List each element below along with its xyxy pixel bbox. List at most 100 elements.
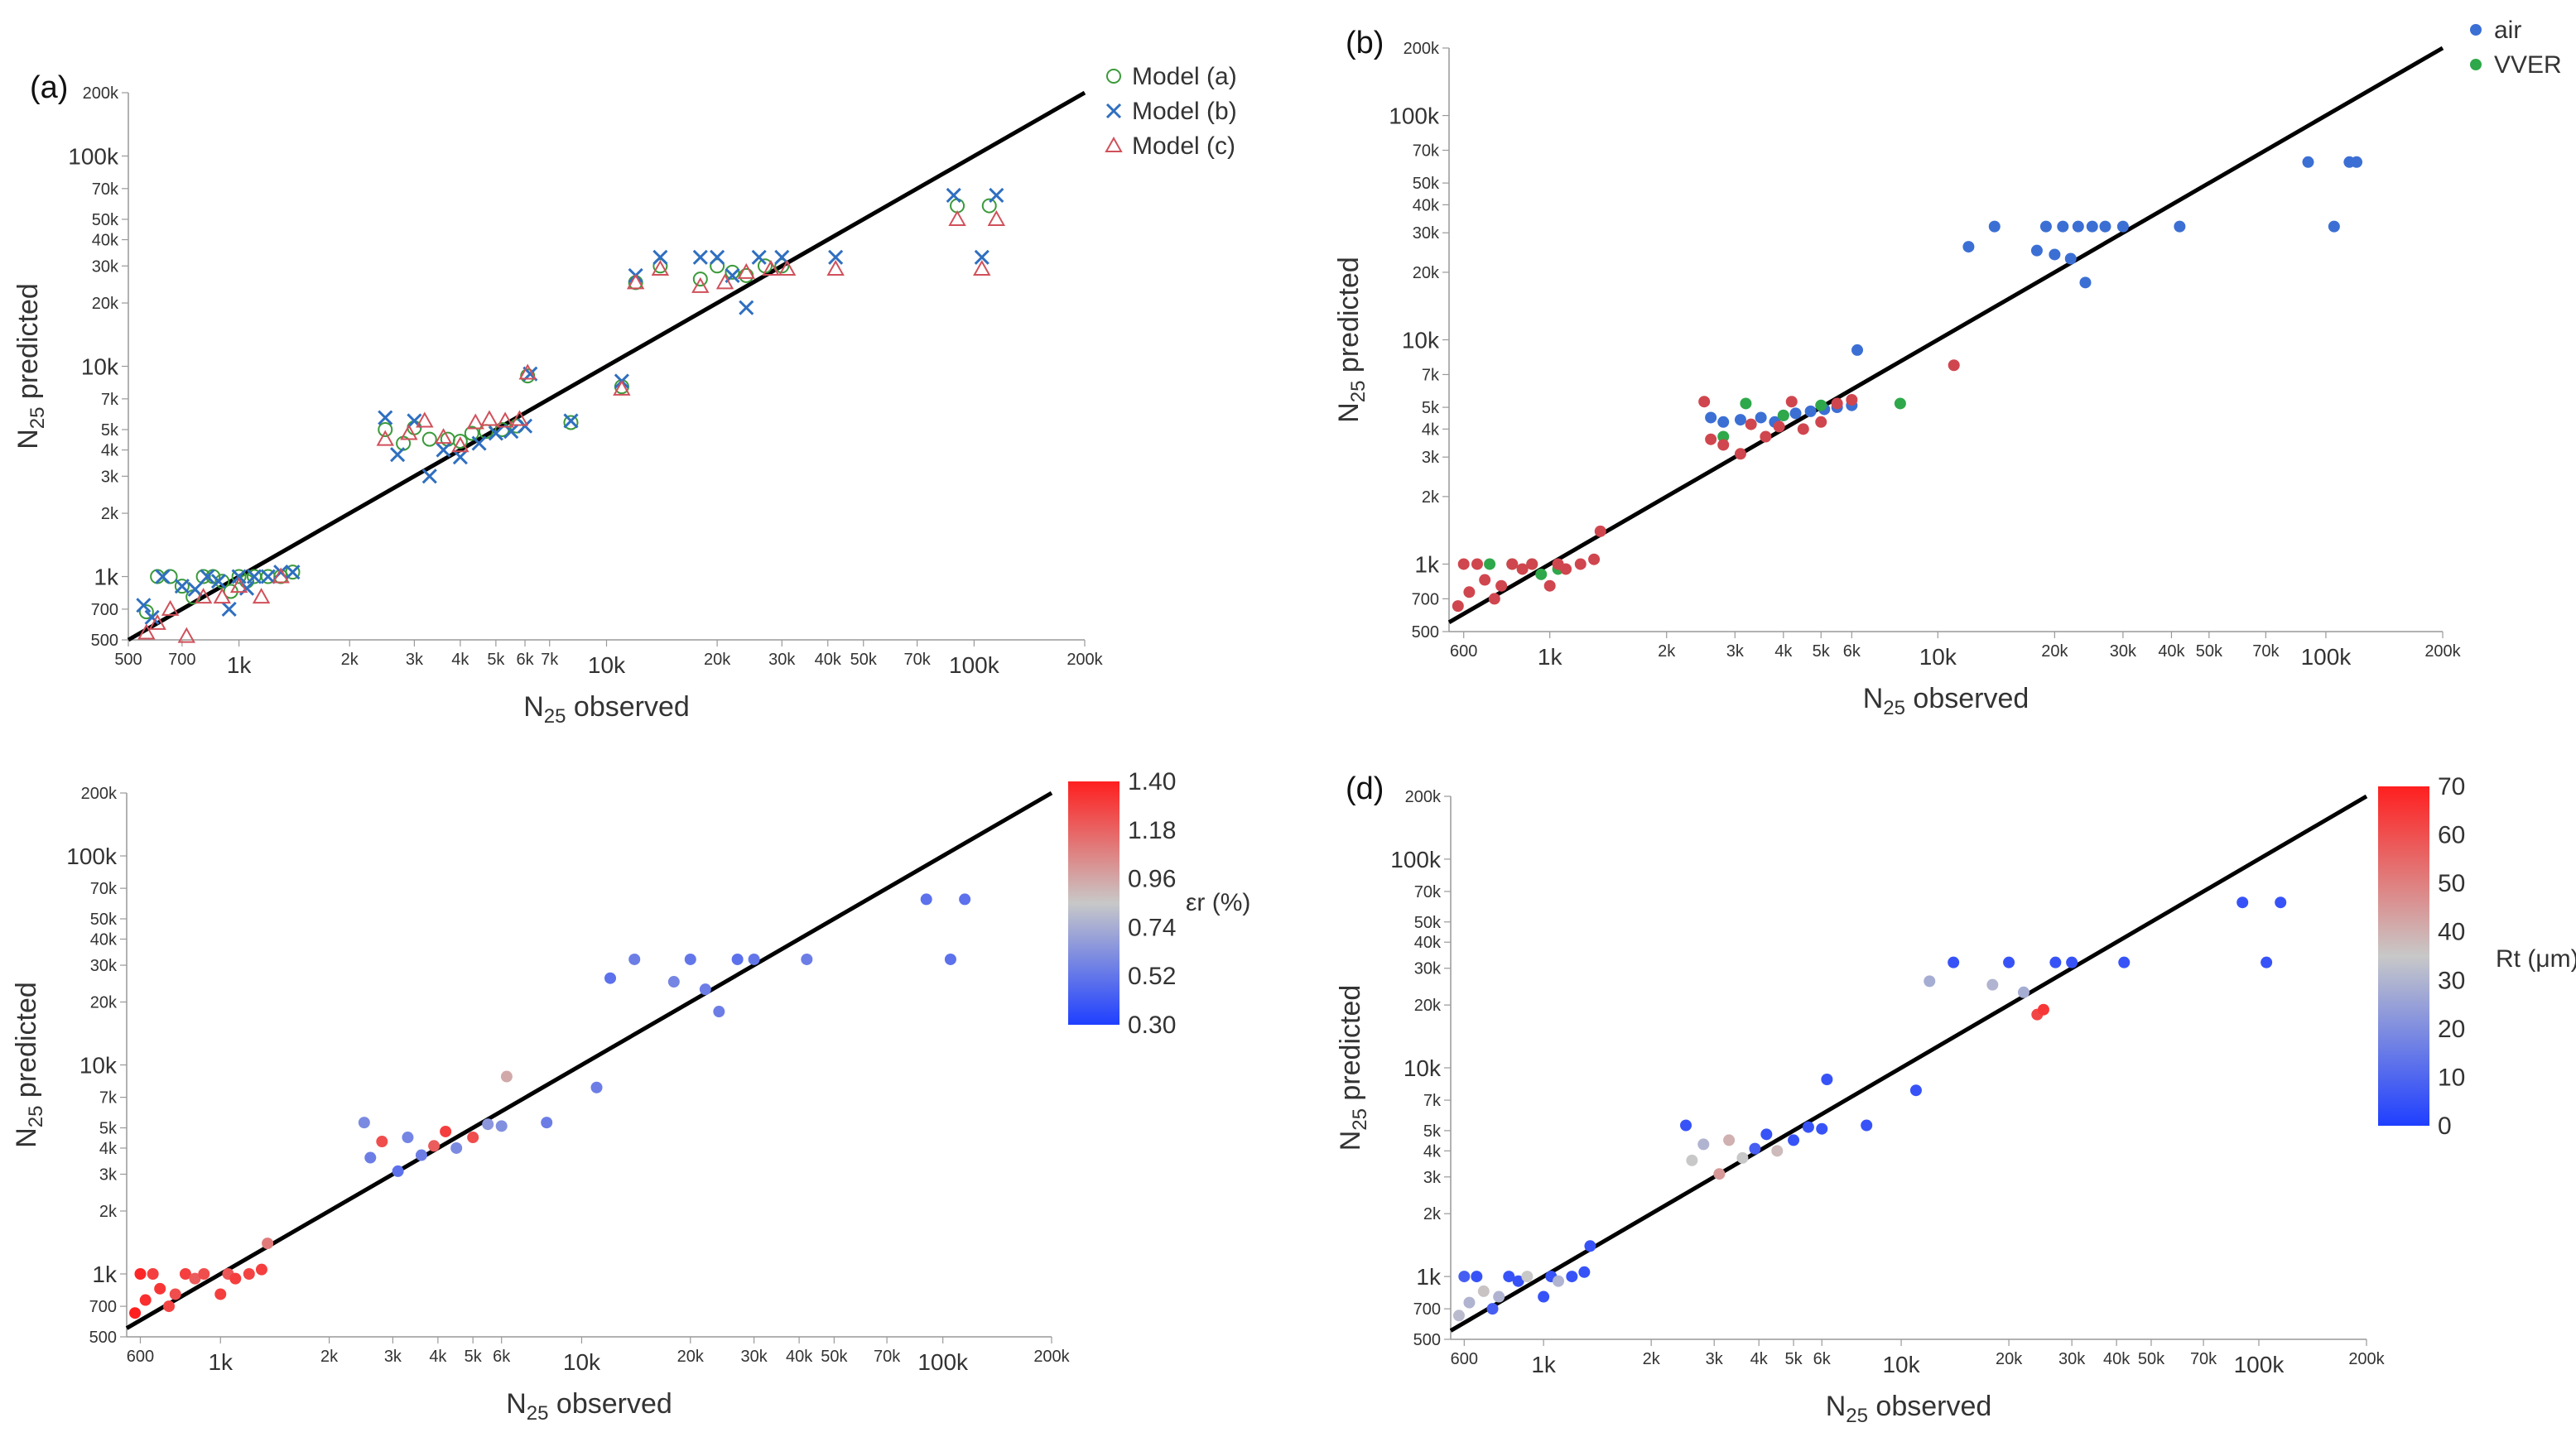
data-point-air (2030, 244, 2043, 257)
data-point (402, 1132, 414, 1144)
data-point-vver (1740, 397, 1752, 410)
y-tick-label: 100k (1389, 103, 1440, 129)
data-point-vver (1717, 430, 1730, 443)
data-point (1566, 1271, 1578, 1283)
colorbar-tick-label: 10 (2438, 1064, 2465, 1091)
data-point (500, 1070, 513, 1083)
data-point (1924, 975, 1936, 988)
panel-a: (a) 500 700 1k 2k 3k 4k 5k 6k 7k 10k 20k 30k 40k 50k 7… (12, 63, 1237, 728)
x-tick-label: 4k (429, 1348, 447, 1366)
data-point (1821, 1073, 1833, 1085)
data-point (1477, 1285, 1490, 1297)
data-point-model-b (187, 581, 203, 597)
data-point (667, 976, 680, 988)
data-point (134, 1267, 147, 1280)
data-point-other (1543, 579, 1556, 592)
data-point (179, 1267, 191, 1280)
data-point (1486, 1303, 1499, 1315)
data-point-other (1773, 421, 1785, 433)
data-point-model-a (231, 569, 247, 584)
data-point-air (2086, 220, 2098, 233)
y-tick-label: 40k (1414, 934, 1442, 952)
y-tick-label: 700 (89, 1298, 117, 1316)
data-point-model-a (285, 565, 301, 580)
data-point-model-a (138, 604, 154, 620)
data-point-other (1463, 586, 1476, 598)
data-point (147, 1267, 159, 1280)
x-axis-title-main: N (1826, 1391, 1847, 1422)
reference-line-y-equals-x (1449, 794, 2368, 1333)
x-tick-label: 5k (1813, 642, 1831, 661)
data-point (541, 1117, 553, 1129)
data-point-model-b (390, 447, 406, 463)
reference-line-y-equals-x (127, 90, 1086, 642)
data-point (1493, 1290, 1505, 1303)
data-point-model-b (221, 601, 237, 617)
data-point-air (2064, 252, 2077, 265)
colorbar-title: Rt (μm) (2496, 945, 2576, 973)
data-point-model-b (285, 565, 301, 580)
x-tick-label: 50k (2196, 642, 2223, 661)
data-point (1538, 1290, 1550, 1303)
colorbar (1068, 781, 1119, 1025)
data-point-model-c (762, 259, 780, 276)
data-point (2237, 896, 2249, 909)
data-point-other (1698, 396, 1711, 408)
y-tick-label: 5k (101, 421, 119, 440)
data-point (358, 1117, 370, 1129)
data-point-other (1479, 574, 1491, 586)
data-point-model-b (210, 574, 227, 589)
data-point-model-c (194, 588, 213, 604)
data-point-other (1705, 433, 1717, 445)
x-tick-label: 40k (2103, 1350, 2131, 1368)
data-point (684, 953, 696, 965)
data-point-model-a (652, 258, 668, 274)
data-point (467, 1132, 479, 1144)
x-axis-title-rest: observed (566, 691, 689, 723)
x-tick-label: 1k (208, 1349, 234, 1375)
data-point-model-c (778, 259, 797, 276)
data-point-air (2099, 220, 2111, 233)
data-point (1948, 956, 1960, 968)
data-point-model-c (451, 436, 469, 453)
data-point-model-c (434, 428, 453, 445)
data-point-other (1574, 558, 1587, 570)
data-point (1463, 1296, 1476, 1309)
x-tick-label: 3k (384, 1348, 402, 1366)
y-tick-label: 30k (1414, 960, 1442, 978)
y-tick-label: 7k (1423, 1092, 1442, 1110)
y-tick-label: 40k (1413, 196, 1440, 214)
y-tick-label: 200k (81, 785, 118, 803)
x-axis-title-sub: 25 (1846, 1405, 1868, 1427)
data-point (154, 1282, 166, 1295)
y-tick-label: 200k (83, 84, 119, 103)
data-point-air (2079, 276, 2092, 289)
data-point (1697, 1138, 1710, 1151)
x-axis-title-rest: observed (1868, 1391, 1991, 1422)
data-point-model-c (510, 410, 529, 426)
data-point (1713, 1168, 1726, 1180)
y-tick-label: 500 (89, 1329, 117, 1347)
data-point-other (1745, 418, 1757, 430)
x-axis-title-main: N (1863, 683, 1884, 714)
data-point-model-a (725, 264, 740, 280)
data-point-model-c (496, 411, 514, 428)
y-tick-label: 20k (1413, 264, 1440, 282)
data-point-model-c (651, 259, 670, 276)
x-tick-label: 30k (2110, 642, 2137, 661)
x-tick-label: 1k (1531, 1352, 1557, 1377)
data-point-model-a (378, 421, 393, 437)
data-point-model-b (751, 249, 767, 265)
data-point-model-b (260, 569, 276, 584)
x-tick-label: 10k (563, 1349, 601, 1375)
legend-label: VVER (2494, 51, 2562, 79)
x-tick-label: 6k (516, 651, 534, 669)
y-tick-label: 1k (1414, 551, 1440, 577)
data-point-model-b (989, 187, 1004, 204)
data-point-air (1804, 405, 1817, 417)
data-point (214, 1288, 227, 1300)
x-axis-title: N25 observed (523, 691, 690, 728)
data-point (1578, 1266, 1591, 1278)
x-axis-title-sub: 25 (544, 705, 566, 728)
